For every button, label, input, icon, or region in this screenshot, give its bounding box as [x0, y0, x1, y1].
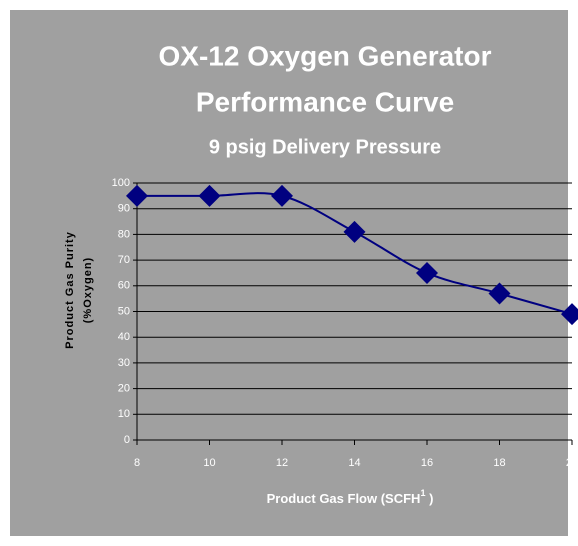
x-axis-label-end: )	[425, 491, 433, 506]
x-tick-label: 10	[203, 457, 215, 469]
y-tick-label: 60	[118, 280, 130, 292]
point-marker	[126, 184, 148, 207]
y-tick-label: 50	[118, 305, 130, 317]
point-marker	[561, 303, 578, 326]
point-marker	[416, 261, 438, 284]
x-tick-label: 8	[134, 457, 140, 469]
x-tick-label: 14	[348, 457, 360, 469]
x-axis-label-text: Product Gas Flow (SCFH	[267, 491, 421, 506]
chart-title: OX-12 Oxygen Generator	[158, 40, 491, 71]
point-marker	[343, 220, 366, 243]
y-tick-label: 0	[124, 434, 130, 446]
point-marker	[488, 282, 511, 305]
y-tick-label: 10	[118, 408, 130, 420]
point-marker	[198, 184, 221, 207]
x-tick-label: 20	[566, 457, 578, 469]
chart-title: Performance Curve	[196, 86, 454, 117]
y-tick-label: 70	[118, 254, 130, 266]
x-tick-label: 12	[276, 457, 288, 469]
y-tick-label: 20	[118, 383, 130, 395]
y-axis-label: Product Gas Purity	[64, 231, 76, 349]
y-tick-label: 90	[118, 203, 130, 215]
panel	[10, 10, 568, 536]
y-tick-label: 100	[112, 177, 130, 189]
y-tick-label: 40	[118, 331, 130, 343]
y-tick-label: 80	[118, 228, 130, 240]
point-marker	[271, 184, 293, 207]
y-axis-label: (%Oxygen)	[82, 257, 94, 323]
chart-subtitle: 9 psig Delivery Pressure	[209, 136, 441, 158]
x-tick-label: 18	[493, 457, 505, 469]
y-tick-label: 30	[118, 357, 130, 369]
x-axis-label-sup: 1	[420, 488, 425, 498]
x-axis-label: Product Gas Flow (SCFH1 )	[267, 488, 434, 506]
x-tick-label: 16	[421, 457, 433, 469]
